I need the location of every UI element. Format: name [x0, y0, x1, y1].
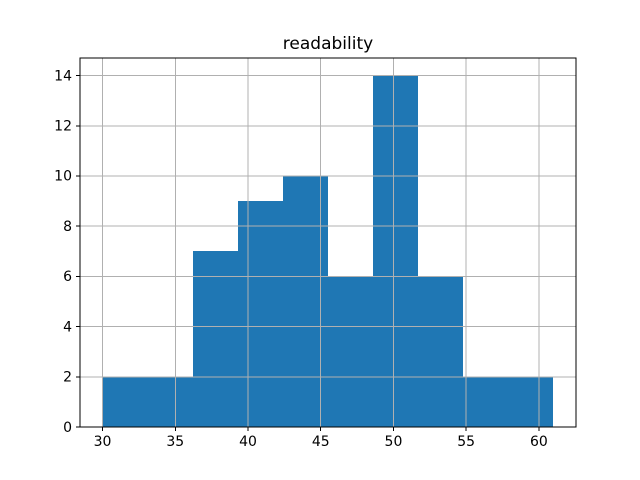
histogram-bar	[193, 251, 238, 427]
grid-layer	[80, 58, 576, 428]
x-tick-label: 50	[385, 434, 403, 450]
chart-title: readability	[283, 34, 373, 54]
histogram-bar	[463, 377, 508, 427]
histogram-bar	[238, 201, 283, 427]
histogram-bar	[148, 377, 193, 427]
x-tick-label: 35	[166, 434, 184, 450]
x-tick-label: 30	[94, 434, 112, 450]
x-tick-label: 40	[239, 434, 257, 450]
tick-layer: 30 35 40 45 50 55 60 0 2 4 6 8 10 12 14	[54, 68, 548, 450]
histogram-bar	[418, 276, 463, 427]
axes-frame	[79, 57, 577, 428]
y-tick-label: 14	[54, 68, 72, 84]
histogram-bar	[103, 377, 148, 427]
histogram-bar	[328, 276, 373, 427]
y-tick-label: 6	[63, 269, 72, 285]
y-tick-label: 12	[54, 119, 72, 135]
y-tick-label: 0	[63, 420, 72, 436]
y-tick-label: 10	[54, 169, 72, 185]
x-tick-label: 60	[530, 434, 548, 450]
x-tick-label: 55	[457, 434, 475, 450]
y-tick-label: 4	[63, 319, 72, 335]
y-tick-label: 8	[63, 219, 72, 235]
histogram-bar	[508, 377, 553, 427]
x-tick-label: 45	[312, 434, 330, 450]
bars-layer	[103, 76, 553, 427]
histogram-bar	[283, 176, 328, 427]
y-tick-label: 2	[63, 370, 72, 386]
histogram-bar	[373, 76, 418, 427]
